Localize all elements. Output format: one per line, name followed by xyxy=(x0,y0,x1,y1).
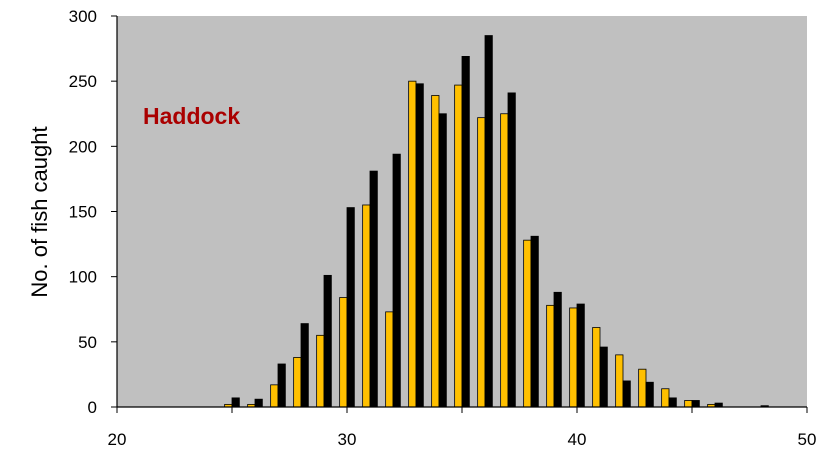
x-tick-label-20: 20 xyxy=(108,430,127,449)
bar-series-2-x-25 xyxy=(231,397,240,408)
bar-series-2-x-41 xyxy=(599,346,608,408)
bar-series-1-x-27 xyxy=(270,384,279,408)
bar-series-2-x-27 xyxy=(277,363,286,408)
bar-series-1-x-32 xyxy=(385,311,394,408)
bar-series-1-x-34 xyxy=(431,95,440,408)
bar-series-2-x-44 xyxy=(668,397,677,408)
bar-series-2-x-40 xyxy=(576,303,585,408)
bar-series-2-x-29 xyxy=(323,274,332,408)
y-tick-label-200: 200 xyxy=(69,137,97,156)
bar-series-1-x-43 xyxy=(638,368,647,408)
y-tick-label-0: 0 xyxy=(88,398,97,417)
bar-series-1-x-42 xyxy=(615,354,624,408)
bar-series-2-x-26 xyxy=(254,398,263,408)
bar-series-2-x-28 xyxy=(300,323,309,408)
bar-series-2-x-37 xyxy=(507,92,516,408)
x-tick-label-40: 40 xyxy=(568,430,587,449)
bar-series-2-x-39 xyxy=(553,291,562,408)
bar-series-1-x-30 xyxy=(339,297,348,408)
y-tick-label-300: 300 xyxy=(69,7,97,26)
bar-series-1-x-41 xyxy=(592,327,601,408)
bar-series-1-x-37 xyxy=(500,113,509,408)
bar-series-2-x-43 xyxy=(645,381,654,408)
bar-series-2-x-35 xyxy=(461,56,470,408)
bar-series-1-x-33 xyxy=(408,80,417,408)
x-tick-label-50: 50 xyxy=(798,430,817,449)
bar-series-1-x-39 xyxy=(546,304,555,408)
x-tick-label-30: 30 xyxy=(338,430,357,449)
y-tick-label-100: 100 xyxy=(69,268,97,287)
bar-series-1-x-44 xyxy=(661,388,670,408)
y-axis-title: No. of fish caught xyxy=(27,126,52,297)
bar-series-2-x-32 xyxy=(392,153,401,408)
y-tick-label-50: 50 xyxy=(78,333,97,352)
bar-series-2-x-42 xyxy=(622,380,631,408)
bar-series-1-x-38 xyxy=(523,239,532,408)
bar-series-1-x-29 xyxy=(316,334,325,408)
y-tick-label-150: 150 xyxy=(69,203,97,222)
bar-series-2-x-38 xyxy=(530,235,539,408)
bar-series-1-x-40 xyxy=(569,307,578,408)
axes-group: 0 50 100 150 200 250 300 20 30 40 50 xyxy=(69,7,817,449)
bar-series-1-x-45 xyxy=(684,400,693,408)
bar-series-1-x-36 xyxy=(477,117,486,408)
bar-series-1-x-28 xyxy=(293,357,302,408)
bar-series-2-x-36 xyxy=(484,35,493,408)
bar-series-2-x-30 xyxy=(346,207,355,408)
bar-series-2-x-34 xyxy=(438,113,447,408)
bar-series-1-x-31 xyxy=(362,204,371,408)
y-tick-label-250: 250 xyxy=(69,72,97,91)
bar-series-1-x-35 xyxy=(454,84,463,408)
bar-series-2-x-33 xyxy=(415,83,424,408)
bar-series-2-x-45 xyxy=(691,400,700,408)
chart-annotation: Haddock xyxy=(143,103,240,129)
bar-series-2-x-31 xyxy=(369,170,378,408)
